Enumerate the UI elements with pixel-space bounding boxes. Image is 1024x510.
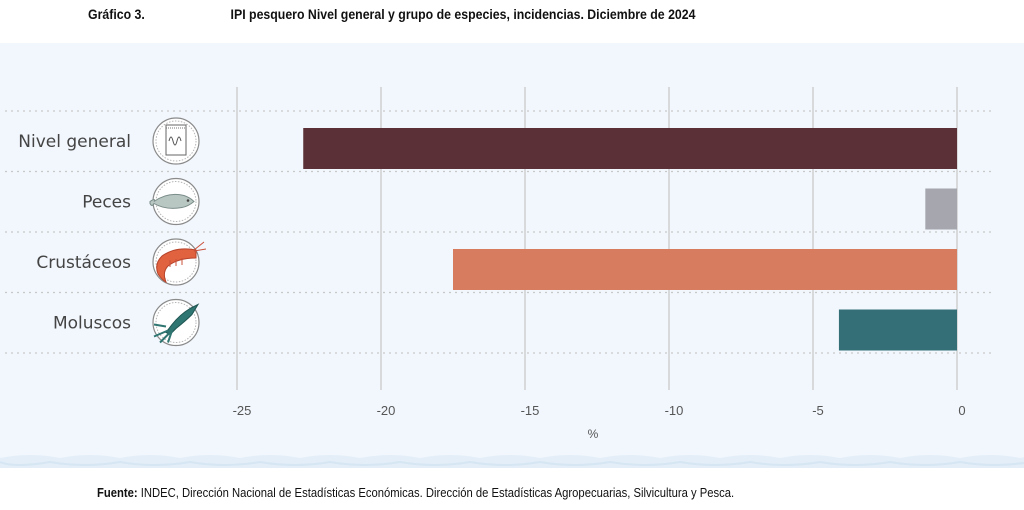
- x-axis-label: %: [588, 427, 599, 441]
- x-tick-label: -10: [665, 403, 684, 418]
- category-label: Peces: [82, 193, 131, 213]
- horizontal-gridlines: [5, 110, 993, 354]
- figure-label: Gráfico 3.: [88, 6, 145, 22]
- source-label: Fuente:: [97, 486, 138, 500]
- wave-line: [0, 460, 1024, 466]
- x-tick-label: -15: [521, 403, 540, 418]
- wave-band: [0, 455, 1024, 468]
- category-label: Crustáceos: [36, 253, 131, 273]
- bar-peces: [925, 188, 957, 230]
- x-tick-labels: -25 -20 -15 -10 -5 0: [233, 403, 966, 418]
- x-tick-label: -5: [812, 403, 824, 418]
- wave-decoration: [0, 455, 1024, 468]
- fish-icon: [149, 177, 200, 226]
- x-tick-label: -20: [377, 403, 396, 418]
- bar-moluscos: [838, 309, 957, 351]
- chart-notebook-icon: [152, 117, 200, 165]
- bar-crustaceos: [453, 249, 957, 290]
- chart-title: IPI pesquero Nivel general y grupo de es…: [230, 6, 696, 22]
- bars: [303, 128, 957, 351]
- source-note: Fuente: INDEC, Dirección Nacional de Est…: [97, 486, 734, 500]
- chart-header: Gráfico 3. IPI pesquero Nivel general y …: [0, 6, 901, 26]
- source-text: INDEC, Dirección Nacional de Estadística…: [137, 486, 735, 500]
- squid-icon: [152, 298, 200, 347]
- bar-nivel-general: [303, 128, 957, 169]
- x-tick-label: -25: [233, 403, 252, 418]
- x-tick-label: 0: [958, 403, 965, 418]
- category-labels: Nivel general Peces Crustáceos Moluscos: [18, 132, 131, 334]
- category-icons: [149, 117, 207, 347]
- category-label: Nivel general: [18, 132, 131, 152]
- shrimp-icon: [152, 238, 207, 286]
- category-label: Moluscos: [53, 314, 131, 334]
